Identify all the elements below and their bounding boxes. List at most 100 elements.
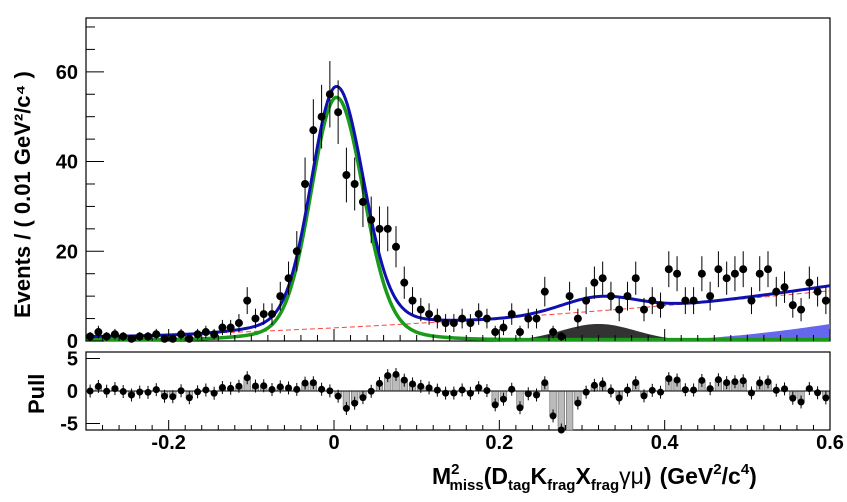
- pull-marker: [194, 388, 202, 396]
- data-marker: [631, 274, 640, 283]
- pull-point: [227, 381, 235, 395]
- data-point: [110, 328, 119, 340]
- main-y-tick-label: 0: [67, 331, 78, 353]
- pull-marker: [508, 385, 516, 393]
- pull-marker: [789, 394, 797, 402]
- pull-point: [334, 389, 342, 403]
- data-marker: [821, 296, 830, 305]
- data-point: [94, 325, 103, 339]
- pull-marker: [805, 385, 813, 393]
- data-marker: [342, 171, 351, 180]
- data-marker: [491, 328, 500, 337]
- data-point: [276, 281, 285, 311]
- data-marker: [739, 265, 748, 274]
- data-point: [524, 308, 533, 329]
- data-marker: [433, 314, 442, 323]
- pull-point: [475, 381, 483, 395]
- data-point: [772, 276, 781, 307]
- pull-marker: [351, 399, 359, 407]
- data-marker: [788, 301, 797, 310]
- pull-marker: [657, 388, 665, 396]
- data-point: [358, 176, 367, 228]
- pull-point: [657, 385, 665, 399]
- data-marker: [557, 332, 566, 341]
- main-y-tick-label: 40: [56, 152, 78, 174]
- pull-marker: [334, 392, 342, 400]
- data-point: [251, 308, 260, 329]
- data-marker: [540, 287, 549, 296]
- data-point: [226, 319, 235, 336]
- pull-point: [516, 401, 524, 415]
- data-marker: [499, 323, 508, 332]
- data-marker: [193, 330, 202, 339]
- main-x-ticks: [85, 329, 831, 341]
- data-marker: [565, 292, 574, 301]
- data-point: [697, 256, 706, 292]
- data-marker: [598, 274, 607, 283]
- data-point: [177, 328, 186, 340]
- data-marker: [697, 269, 706, 278]
- pull-marker: [822, 394, 830, 402]
- pull-marker: [243, 374, 251, 382]
- pull-marker: [524, 390, 532, 398]
- data-marker: [234, 319, 243, 328]
- pull-marker: [359, 394, 367, 402]
- pull-point: [599, 377, 607, 391]
- data-point: [606, 281, 615, 311]
- data-point: [491, 325, 500, 339]
- data-marker: [268, 310, 276, 319]
- pull-marker: [276, 383, 284, 391]
- pull-point: [161, 389, 169, 403]
- pull-point: [425, 381, 433, 395]
- pull-point: [342, 401, 350, 415]
- data-marker: [681, 296, 690, 305]
- data-marker: [623, 292, 632, 301]
- pull-point: [756, 376, 764, 390]
- data-marker: [218, 323, 227, 332]
- pull-y-tick-label: 5: [67, 349, 78, 371]
- pull-marker: [144, 388, 152, 396]
- pull-marker: [202, 386, 210, 394]
- data-point: [797, 297, 806, 322]
- pull-point: [615, 391, 623, 405]
- pull-marker: [814, 389, 822, 397]
- pull-marker: [235, 382, 243, 390]
- pull-marker: [301, 379, 309, 387]
- data-point: [573, 308, 582, 329]
- data-marker: [408, 296, 417, 305]
- data-point: [788, 292, 797, 318]
- data-marker: [177, 330, 186, 339]
- data-marker: [689, 296, 698, 305]
- data-marker: [582, 296, 591, 305]
- data-point: [739, 251, 748, 288]
- data-marker: [86, 332, 95, 341]
- data-point: [367, 196, 376, 244]
- data-marker: [243, 296, 252, 305]
- pull-point: [623, 383, 631, 397]
- main-panel: 0 20 40 60 Events / ( 0.01 GeV²/c⁴ ): [10, 17, 831, 353]
- main-y-tick-label: 20: [56, 241, 78, 263]
- pull-marker: [590, 381, 598, 389]
- pull-marker: [417, 382, 425, 390]
- data-point: [210, 328, 219, 340]
- pull-y-tick-label: -5: [60, 414, 78, 436]
- data-marker: [375, 224, 384, 233]
- data-point: [309, 99, 318, 162]
- data-point: [144, 332, 152, 341]
- data-point: [259, 303, 268, 325]
- pull-x-ticks: [85, 420, 831, 430]
- data-point: [714, 251, 723, 288]
- pull-point: [351, 396, 359, 410]
- pull-point: [789, 391, 797, 405]
- pull-points: [86, 367, 830, 434]
- pull-marker: [516, 404, 524, 412]
- pull-marker: [251, 382, 259, 390]
- data-marker: [813, 287, 822, 296]
- main-curves: [85, 84, 831, 342]
- data-marker: [317, 112, 326, 121]
- pull-marker: [392, 370, 400, 378]
- pull-point: [632, 376, 640, 390]
- pull-point: [673, 373, 681, 387]
- data-marker: [392, 242, 400, 251]
